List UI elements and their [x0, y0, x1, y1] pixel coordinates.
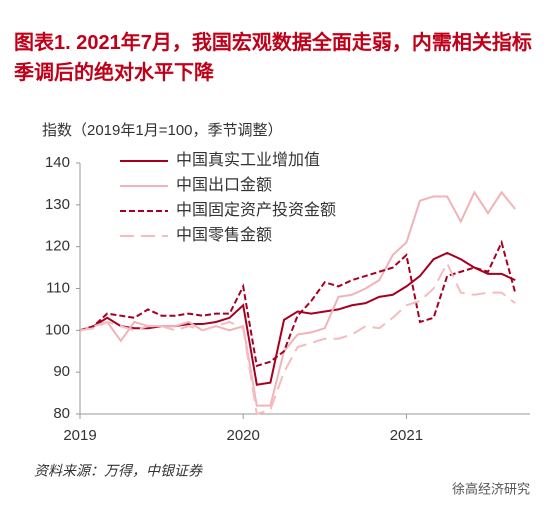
legend-label: 中国固定资产投资金额	[176, 201, 336, 219]
series-line	[79, 239, 517, 368]
y-tick-label: 100	[45, 321, 70, 338]
watermark: 徐高经济研究	[452, 481, 530, 496]
y-tick-label: 120	[45, 238, 70, 255]
series-line	[79, 190, 516, 407]
chart-title: 图表1. 2021年7月，我国宏观数据全面走弱，内需相关指标季调后的绝对水平下降	[14, 32, 532, 84]
x-tick-label: 2021	[390, 427, 423, 444]
legend-label: 中国出口金额	[176, 176, 272, 194]
legend-label: 中国真实工业增加值	[176, 151, 320, 169]
chart-subtitle: 指数（2019年1月=100，季节调整）	[42, 122, 283, 139]
x-tick-label: 2020	[227, 427, 260, 444]
y-tick-label: 80	[53, 405, 70, 422]
y-tick-label: 130	[45, 196, 70, 213]
series-line	[79, 261, 516, 416]
y-tick-label: 140	[45, 154, 70, 171]
legend-label: 中国零售金额	[176, 226, 272, 244]
x-tick-label: 2019	[63, 427, 96, 444]
y-tick-label: 90	[53, 363, 70, 380]
y-tick-label: 110	[46, 279, 70, 296]
series-line	[79, 251, 516, 386]
source: 资料来源：万得，中银证券	[34, 463, 203, 479]
